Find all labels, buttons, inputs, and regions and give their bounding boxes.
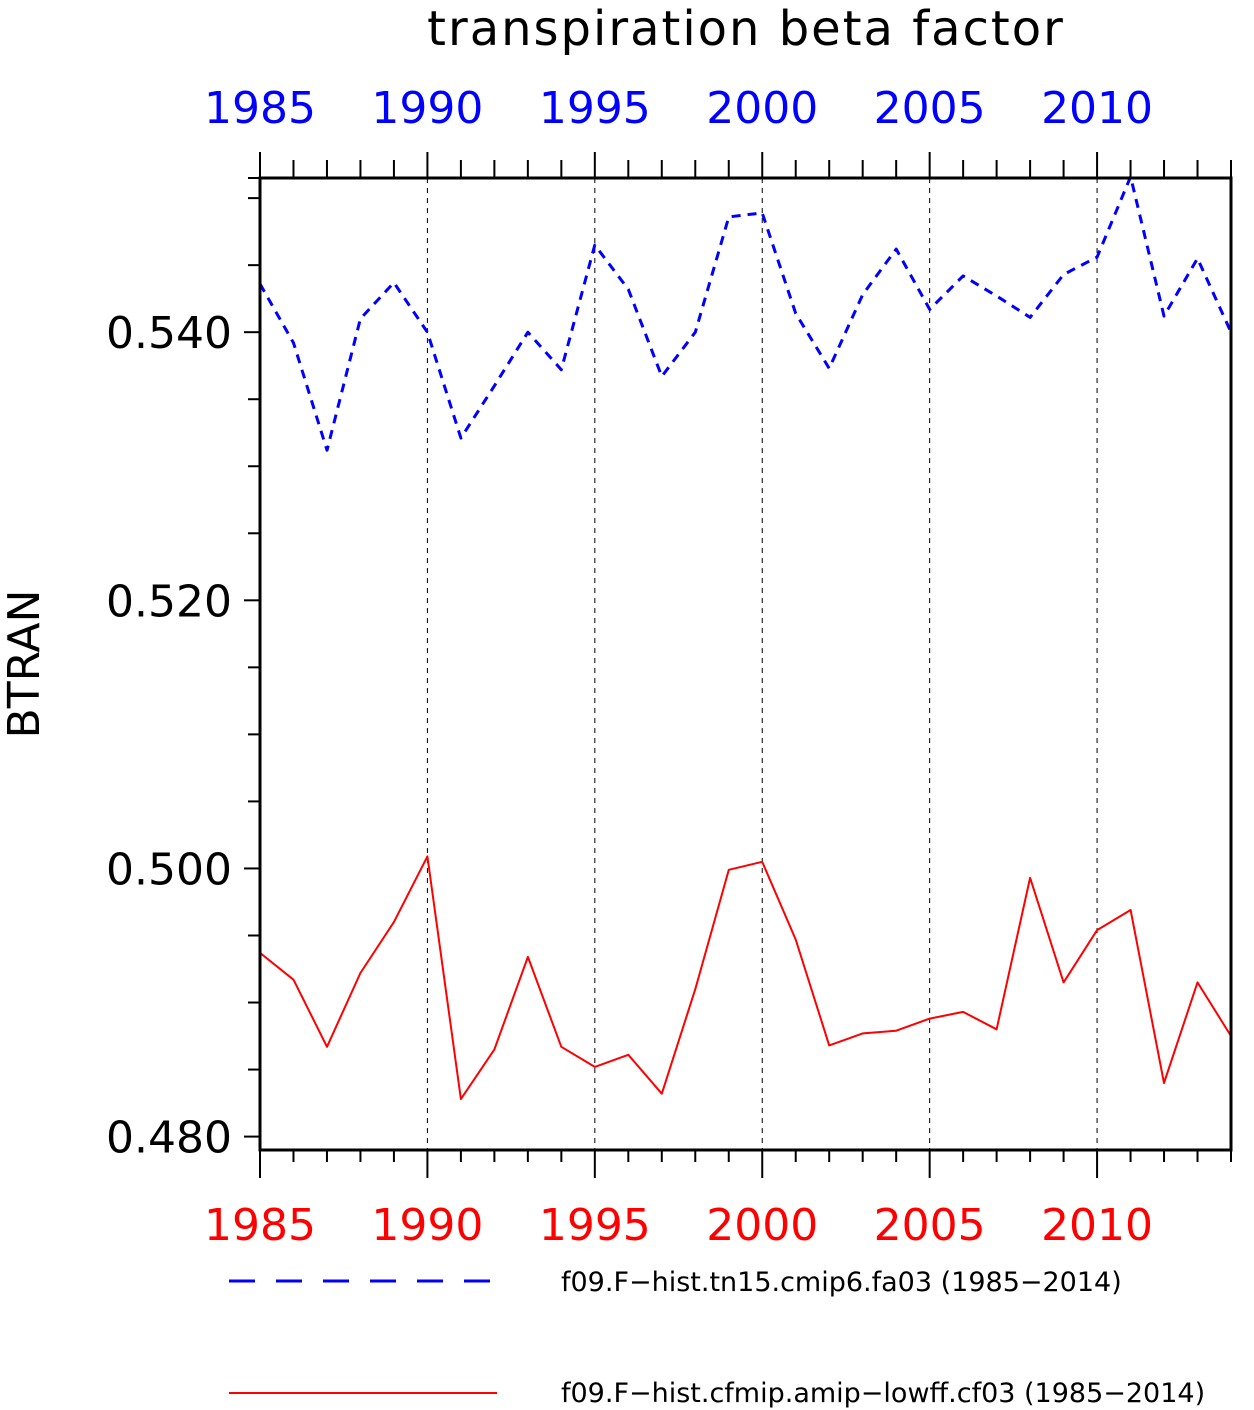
legend-label-series-2: f09.F−hist.cfmip.amip−lowff.cf03 (1985−2… <box>561 1378 1205 1409</box>
plot-frame <box>258 176 1233 1152</box>
x-top-tick-label: 1985 <box>204 83 316 134</box>
x-top-tick-label: 1995 <box>539 83 651 134</box>
minor-ticks <box>244 152 1232 1178</box>
x-top-tick-label: 1990 <box>371 83 483 134</box>
x-top-tick-label: 2010 <box>1041 83 1153 134</box>
y-axis-label: BTRAN <box>0 590 50 739</box>
x-bottom-tick-label: 2005 <box>874 1200 986 1251</box>
x-bottom-tick-label: 1990 <box>371 1200 483 1251</box>
x-bottom-tick-label: 2000 <box>706 1200 818 1251</box>
series-line-2 <box>259 855 1232 1101</box>
x-top-tick-label: 2005 <box>874 83 986 134</box>
grid-lines <box>426 178 1098 1150</box>
x-bottom-tick-labels: 1985 1990 1995 2000 2005 2010 <box>204 1200 1153 1251</box>
legend-label-series-1: f09.F−hist.tn15.cmip6.fa03 (1985−2014) <box>561 1267 1122 1298</box>
x-bottom-tick-label: 1985 <box>204 1200 316 1251</box>
y-tick-label: 0.540 <box>106 308 232 359</box>
y-tick-label: 0.520 <box>106 576 232 627</box>
legend: f09.F−hist.tn15.cmip6.fa03 (1985−2014) f… <box>229 1267 1205 1409</box>
y-tick-label: 0.480 <box>106 1113 232 1164</box>
x-bottom-tick-label: 2010 <box>1041 1200 1153 1251</box>
x-bottom-tick-label: 1995 <box>539 1200 651 1251</box>
series-line-1 <box>258 175 1233 452</box>
y-tick-labels: 0.480 0.500 0.520 0.540 <box>106 308 232 1163</box>
y-tick-label: 0.500 <box>106 844 232 895</box>
x-top-tick-label: 2000 <box>706 83 818 134</box>
series-layer <box>258 175 1233 1101</box>
x-top-tick-labels: 1985 1990 1995 2000 2005 2010 <box>204 83 1153 134</box>
chart-title: transpiration beta factor <box>427 1 1065 57</box>
